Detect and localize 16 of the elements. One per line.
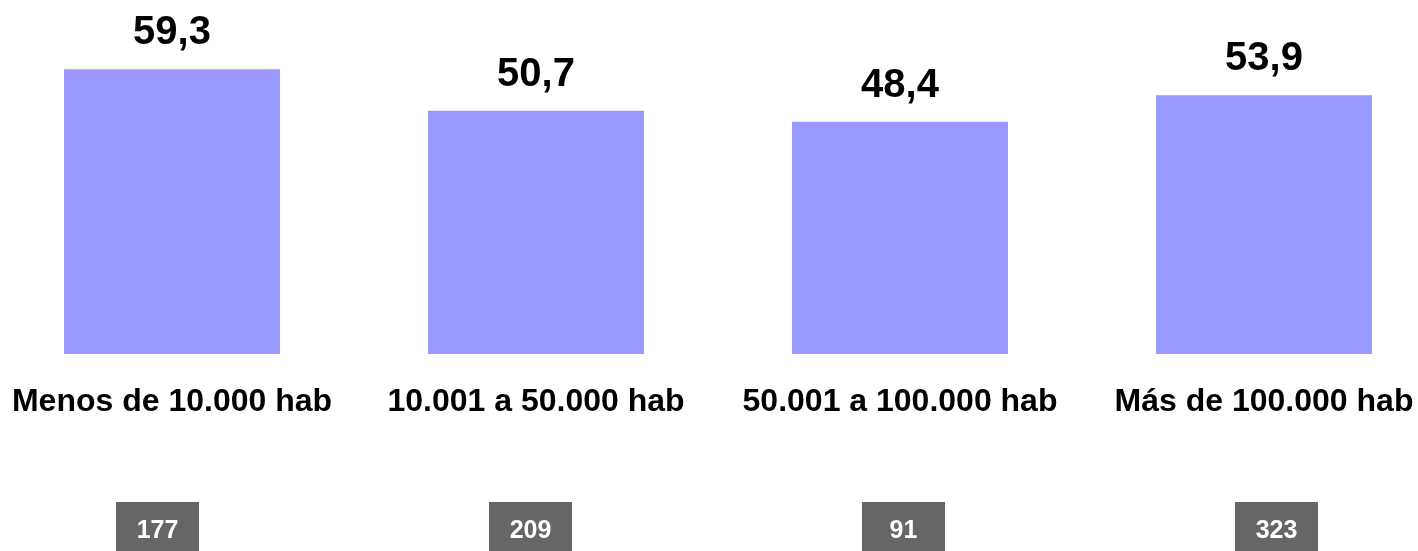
text: 91 [889,514,918,543]
data-label: 48,4 [861,60,940,105]
x-tick-label: 10.001 a 50.000 hab [387,382,685,418]
bar [428,110,644,354]
bar [792,121,1008,354]
data-label: 59,3 [133,8,211,53]
text: 209 [509,514,552,543]
text: 323 [1255,514,1298,543]
data-label: 53,9 [1225,34,1303,79]
x-tick-label: Más de 100.000 hab [1114,382,1414,418]
text: 177 [136,514,179,543]
data-label: 50,7 [497,49,575,94]
x-tick-label: 50.001 a 100.000 hab [742,382,1058,418]
bar [64,69,280,354]
x-tick-label: Menos de 10.000 hab [11,382,333,418]
bar [1156,95,1372,354]
